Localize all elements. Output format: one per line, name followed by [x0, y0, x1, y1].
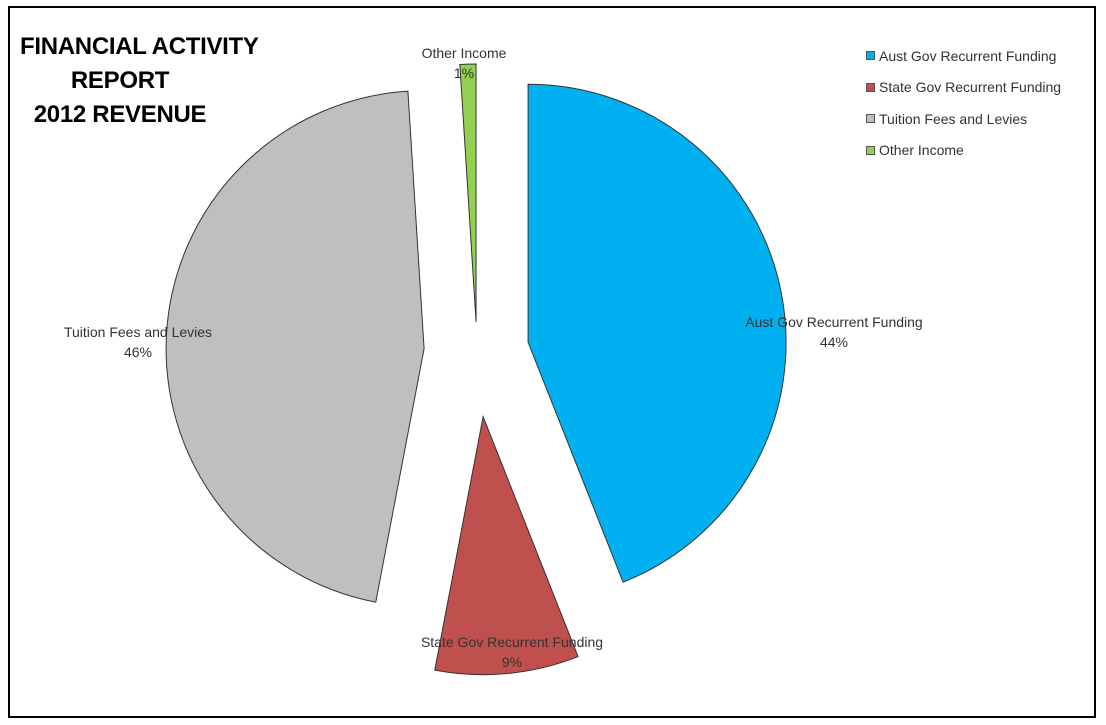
pie-slice-tuition — [165, 90, 425, 603]
slice-value-other-income: 1% — [454, 65, 474, 81]
legend-item-aust-gov: Aust Gov Recurrent Funding — [866, 40, 1061, 72]
legend-item-other-income: Other Income — [866, 135, 1061, 167]
pie-slice-aust-gov — [527, 83, 787, 583]
slice-value-state-gov: 9% — [502, 654, 522, 670]
legend-swatch-tuition — [866, 114, 875, 124]
chart-title-line-3: 2012 REVENUE — [33, 101, 207, 128]
slice-label-tuition: Tuition Fees and Levies — [64, 324, 212, 340]
legend-swatch-state-gov — [866, 82, 875, 92]
slice-label-state-gov: State Gov Recurrent Funding — [421, 634, 603, 650]
slice-label-other-income: Other Income — [422, 45, 507, 61]
legend-item-state-gov: State Gov Recurrent Funding — [866, 72, 1061, 104]
legend-swatch-aust-gov — [866, 51, 875, 61]
legend-item-tuition: Tuition Fees and Levies — [866, 103, 1061, 135]
legend-label-other-income: Other Income — [879, 142, 964, 159]
chart-title-line-2: REPORT — [70, 67, 170, 94]
pie-slice-other-income — [459, 63, 477, 323]
pie-slice-state-gov — [434, 414, 579, 676]
chart-legend: Aust Gov Recurrent Funding State Gov Rec… — [866, 40, 1061, 166]
chart-title-line-1: FINANCIAL ACTIVITY — [20, 33, 259, 60]
legend-swatch-other-income — [866, 145, 875, 155]
chart-title: FINANCIAL ACTIVITY REPORT 2012 REVENUE — [20, 30, 259, 132]
slice-label-aust-gov: Aust Gov Recurrent Funding — [745, 314, 922, 330]
slice-value-tuition: 46% — [124, 344, 152, 360]
legend-label-state-gov: State Gov Recurrent Funding — [879, 79, 1062, 96]
slice-value-aust-gov: 44% — [820, 334, 848, 350]
legend-label-tuition: Tuition Fees and Levies — [879, 110, 1028, 127]
legend-label-aust-gov: Aust Gov Recurrent Funding — [879, 47, 1057, 64]
